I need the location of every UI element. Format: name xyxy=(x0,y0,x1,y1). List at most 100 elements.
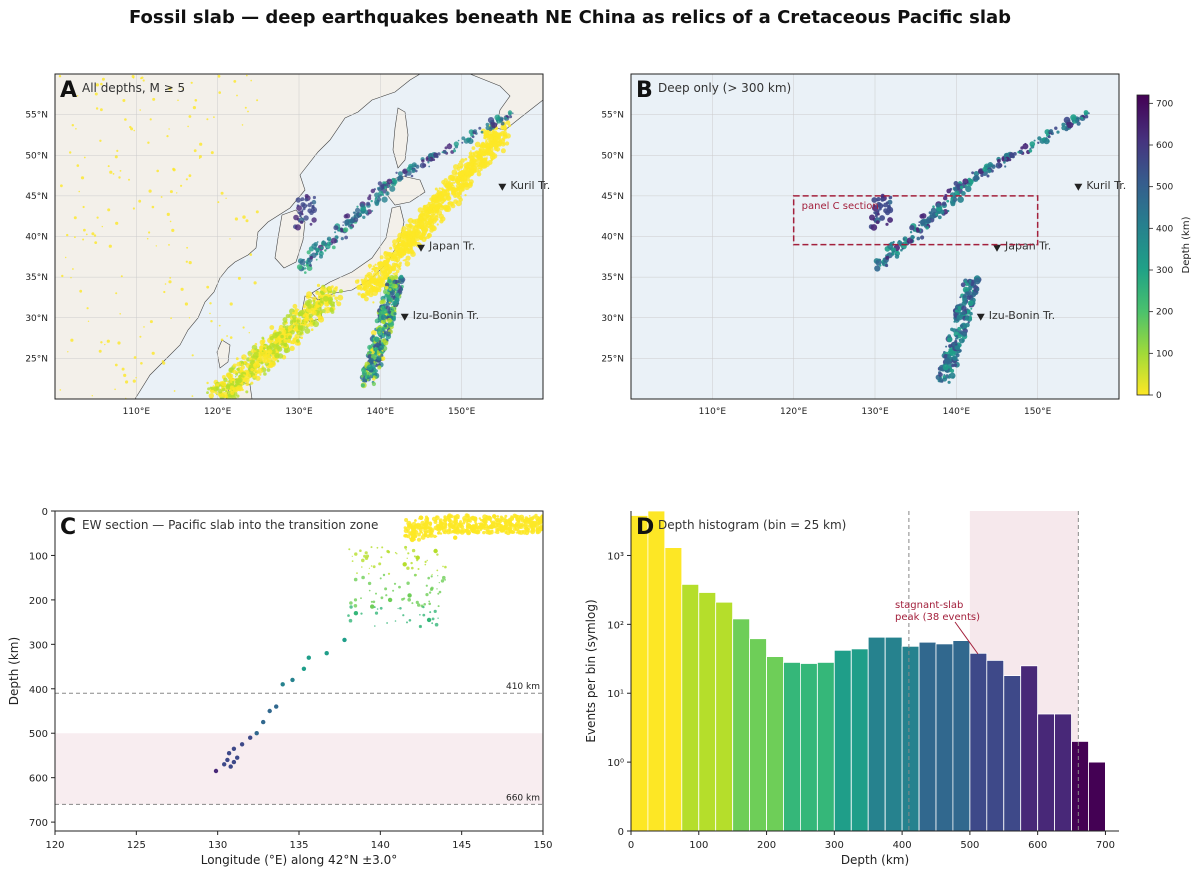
section-point xyxy=(520,517,524,521)
deep-earthquake-point xyxy=(918,224,921,227)
slab-earthquake-point xyxy=(387,597,393,603)
earthquake-point xyxy=(377,365,382,370)
earthquake-point xyxy=(464,194,467,197)
section-point xyxy=(530,530,534,533)
section-point xyxy=(466,530,471,536)
earthquake-point xyxy=(133,129,135,132)
earthquake-point xyxy=(430,209,437,216)
earthquake-point xyxy=(132,379,136,383)
earthquake-point xyxy=(427,161,430,164)
lat-tick-label: 45°N xyxy=(25,192,48,202)
earthquake-point xyxy=(249,253,253,256)
earthquake-point xyxy=(360,278,364,282)
deep-earthquake-point xyxy=(875,220,880,225)
earthquake-point xyxy=(385,191,390,196)
earthquake-point xyxy=(312,299,316,302)
earthquake-point xyxy=(391,283,396,288)
earthquake-point xyxy=(299,259,306,266)
deep-earthquake-point xyxy=(961,310,966,316)
histogram-bar xyxy=(884,636,903,832)
earthquake-point xyxy=(433,152,438,157)
section-point xyxy=(415,535,418,538)
earthquake-point xyxy=(259,373,262,376)
section-point xyxy=(437,575,439,577)
lat-tick-label: 40°N xyxy=(25,233,48,243)
histogram-bar xyxy=(698,592,717,832)
trench-label: Izu-Bonin Tr. xyxy=(989,309,1055,322)
section-point xyxy=(540,514,543,518)
annotation-line-1: stagnant-slab xyxy=(895,600,963,611)
deep-earthquake-point xyxy=(955,343,958,346)
earthquake-point xyxy=(119,170,122,172)
earthquake-point xyxy=(377,274,381,278)
earthquake-point xyxy=(188,174,192,178)
section-point xyxy=(380,556,383,559)
earthquake-point xyxy=(220,191,224,195)
earthquake-point xyxy=(243,374,245,376)
deep-earthquake-point xyxy=(1044,129,1051,135)
histogram-bar xyxy=(1088,761,1106,832)
section-point xyxy=(436,588,438,590)
earthquake-point xyxy=(303,215,309,221)
lon-tick-label: 150°E xyxy=(1024,407,1052,417)
colorbar-ticks: 0 100 200 300 400 500 600 700 xyxy=(1149,99,1173,401)
lat-tick-label: 35°N xyxy=(601,273,624,283)
earthquake-point xyxy=(386,291,391,295)
earthquake-point xyxy=(374,198,377,201)
earthquake-point xyxy=(368,357,374,364)
deep-earthquake-point xyxy=(957,196,964,203)
trench-label: Japan Tr. xyxy=(428,240,475,253)
section-point xyxy=(410,537,415,542)
earthquake-point xyxy=(95,107,99,110)
earthquake-point xyxy=(256,349,260,353)
earthquake-point xyxy=(299,220,304,224)
deep-earthquake-point xyxy=(894,254,900,259)
earthquake-point xyxy=(180,184,183,187)
section-point xyxy=(478,522,480,525)
earthquake-point xyxy=(282,327,286,331)
section-point xyxy=(405,549,407,551)
earthquake-point xyxy=(164,283,167,285)
deep-earthquake-point xyxy=(957,326,962,331)
section-point xyxy=(374,625,376,627)
deep-earthquake-point xyxy=(916,228,920,233)
section-point xyxy=(397,607,399,610)
earthquake-point xyxy=(294,224,301,231)
earthquake-point xyxy=(101,77,105,81)
deep-earthquake-point xyxy=(1003,161,1006,164)
earthquake-point xyxy=(213,400,217,404)
lat-tick-label: 55°N xyxy=(25,111,48,121)
earthquake-point xyxy=(221,391,228,398)
section-point xyxy=(437,617,439,619)
section-point xyxy=(441,527,446,533)
earthquake-point xyxy=(309,255,314,260)
earthquake-point xyxy=(155,245,157,247)
earthquake-point xyxy=(263,350,268,354)
earthquake-point xyxy=(269,342,276,349)
earthquake-point xyxy=(474,155,477,158)
deep-earthquake-point xyxy=(990,169,994,173)
x-tick-label: 0 xyxy=(628,840,634,851)
earthquake-point xyxy=(367,371,372,376)
slab-earthquake-point xyxy=(239,742,245,747)
deep-earthquake-point xyxy=(948,373,951,376)
earthquake-point xyxy=(396,283,399,286)
earthquake-point xyxy=(392,300,398,306)
trench-marker xyxy=(417,244,425,252)
earthquake-point xyxy=(445,205,452,213)
earthquake-point xyxy=(228,400,230,402)
section-point xyxy=(372,565,376,569)
deep-earthquake-point xyxy=(870,224,878,231)
earthquake-point xyxy=(507,110,513,115)
section-point xyxy=(501,518,506,523)
slab-earthquake-point xyxy=(418,515,424,520)
earthquake-point xyxy=(315,258,318,261)
earthquake-point xyxy=(300,197,305,202)
earthquake-point xyxy=(398,244,401,246)
section-point xyxy=(414,519,417,522)
lon-tick-label: 110°E xyxy=(123,407,151,417)
deep-earthquake-point xyxy=(961,301,967,307)
section-point xyxy=(453,520,459,526)
earthquake-point xyxy=(334,231,337,234)
y-tick-label: 10² xyxy=(607,620,624,631)
